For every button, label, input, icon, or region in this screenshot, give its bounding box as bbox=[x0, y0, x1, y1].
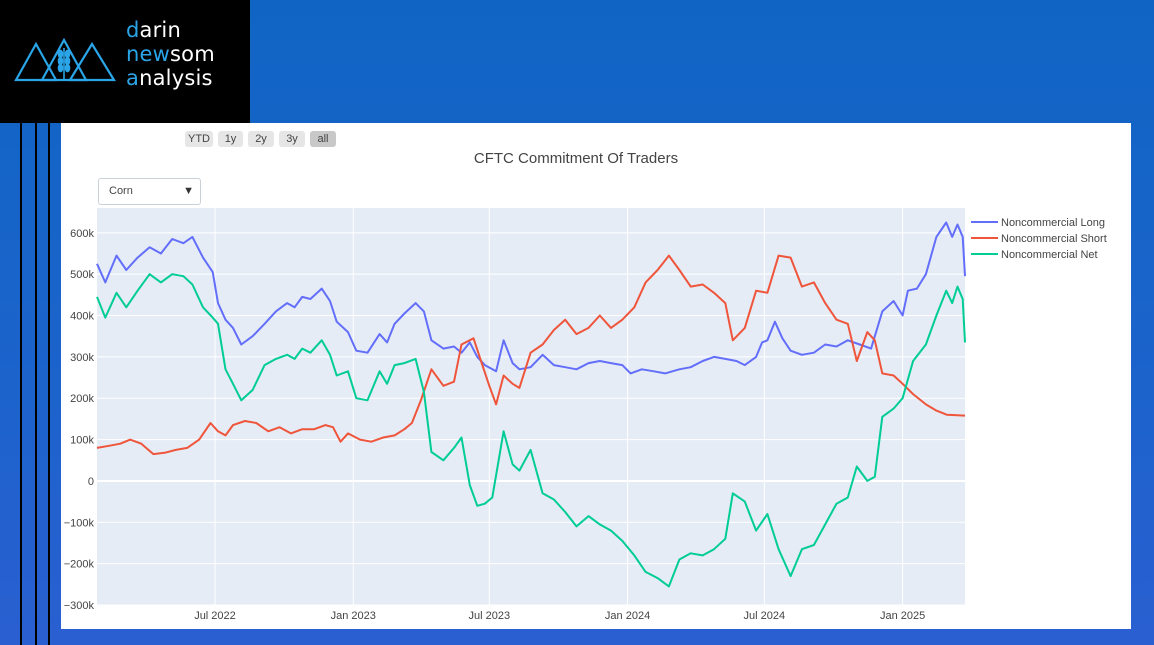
x-tick-label: Jan 2025 bbox=[880, 610, 925, 622]
y-tick-label: 600k bbox=[70, 228, 94, 240]
y-tick-label: 400k bbox=[70, 311, 94, 323]
x-tick-label: Jan 2023 bbox=[331, 610, 376, 622]
range-1y-button[interactable]: 1y bbox=[218, 131, 243, 147]
x-tick-label: Jul 2024 bbox=[744, 610, 786, 622]
decor-line-1 bbox=[20, 123, 22, 645]
dropdown-selected-value: Corn bbox=[109, 185, 133, 197]
series-line-0 bbox=[96, 221, 966, 375]
line-chart: 600k 500k 400k 300k 200k 100k 0 −100k −200k −300k… bbox=[64, 208, 1107, 622]
x-tick-label: Jul 2022 bbox=[194, 610, 236, 622]
plot-background bbox=[97, 208, 965, 605]
y-tick-label: −100k bbox=[64, 517, 95, 529]
legend-label-1: Noncommercial Short bbox=[1001, 233, 1107, 245]
series-line-2 bbox=[96, 273, 966, 588]
decor-line-2 bbox=[35, 123, 37, 645]
y-tick-label: 100k bbox=[70, 435, 94, 447]
legend-label-0: Noncommercial Long bbox=[1001, 217, 1105, 229]
chart-title: CFTC Commitment Of Traders bbox=[473, 150, 679, 167]
x-tick-label: Jan 2024 bbox=[605, 610, 650, 622]
logo-wordmark: darin newsom analysis bbox=[126, 18, 215, 90]
y-tick-label: 500k bbox=[70, 269, 94, 281]
range-2y-button[interactable]: 2y bbox=[248, 131, 274, 147]
commodity-dropdown[interactable]: Corn ▼ bbox=[98, 178, 201, 205]
y-tick-label: −200k bbox=[64, 559, 95, 571]
range-all-button[interactable]: all bbox=[310, 131, 336, 147]
series-line-1 bbox=[96, 254, 966, 456]
legend-label-2: Noncommercial Net bbox=[1001, 249, 1098, 261]
x-tick-label: Jul 2023 bbox=[468, 610, 510, 622]
y-tick-label: 0 bbox=[88, 476, 94, 488]
y-tick-label: 200k bbox=[70, 393, 94, 405]
decor-line-3 bbox=[48, 123, 50, 645]
range-3y-button[interactable]: 3y bbox=[279, 131, 305, 147]
y-tick-label: 300k bbox=[70, 352, 94, 364]
chart-panel: YTD 1y 2y 3y all CFTC Commitment Of Trad… bbox=[61, 123, 1131, 629]
range-ytd-button[interactable]: YTD bbox=[185, 131, 213, 147]
dropdown-arrow-icon: ▼ bbox=[183, 185, 194, 197]
logo: darin newsom analysis bbox=[0, 0, 250, 123]
logo-triangles-icon bbox=[14, 37, 116, 82]
y-tick-label: −300k bbox=[64, 600, 95, 612]
